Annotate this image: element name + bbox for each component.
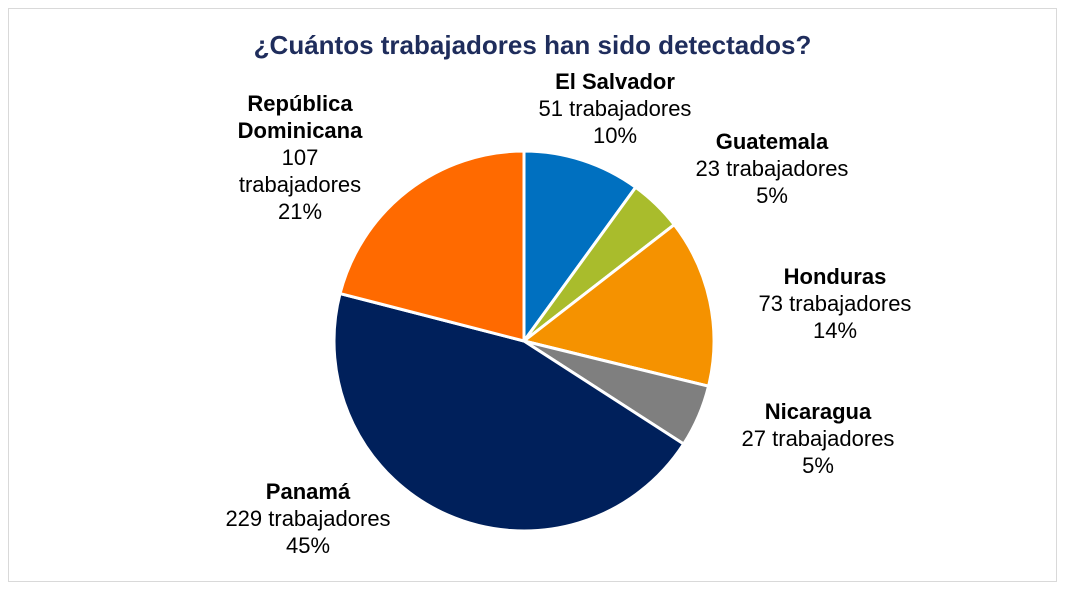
label-nicaragua: Nicaragua 27 trabajadores 5%: [708, 398, 928, 479]
label-republica-dominicana: República Dominicana 107 trabajadores 21…: [190, 90, 410, 225]
pie-slice-panama: [332, 292, 686, 533]
label-percent: 21%: [277, 199, 323, 224]
label-name: Honduras: [783, 264, 887, 289]
label-el-salvador: El Salvador 51 trabajadores 10%: [505, 68, 725, 149]
label-count: 51 trabajadores: [538, 96, 692, 121]
label-percent: 14%: [812, 318, 858, 343]
label-name: Guatemala: [715, 129, 829, 154]
label-guatemala: Guatemala 23 trabajadores 5%: [662, 128, 882, 209]
label-count: 27 trabajadores: [741, 426, 895, 451]
label-name-line-2: Dominicana: [237, 118, 363, 143]
label-honduras: Honduras 73 trabajadores 14%: [725, 263, 945, 344]
label-percent: 45%: [285, 533, 331, 558]
pie-slice-republica-dominicana: [338, 149, 526, 343]
label-name: Nicaragua: [764, 399, 872, 424]
label-percent: 5%: [756, 183, 788, 208]
label-count-line-2: trabajadores: [238, 172, 362, 197]
label-name: El Salvador: [555, 69, 675, 94]
pie-slice-honduras: [522, 223, 716, 388]
label-count: 229 trabajadores: [225, 506, 391, 531]
label-percent: 10%: [592, 123, 638, 148]
label-count-line-1: 107: [281, 145, 319, 170]
label-percent: 5%: [802, 453, 834, 478]
pie-slice-el-salvador: [522, 149, 638, 343]
label-count: 73 trabajadores: [758, 291, 912, 316]
chart-title: ¿Cuántos trabajadores han sido detectado…: [253, 30, 812, 60]
label-name-line-1: República: [247, 91, 353, 116]
label-count: 23 trabajadores: [695, 156, 849, 181]
label-panama: Panamá 229 trabajadores 45%: [198, 478, 418, 559]
chart-frame: [8, 8, 1057, 582]
label-name: Panamá: [265, 479, 351, 504]
